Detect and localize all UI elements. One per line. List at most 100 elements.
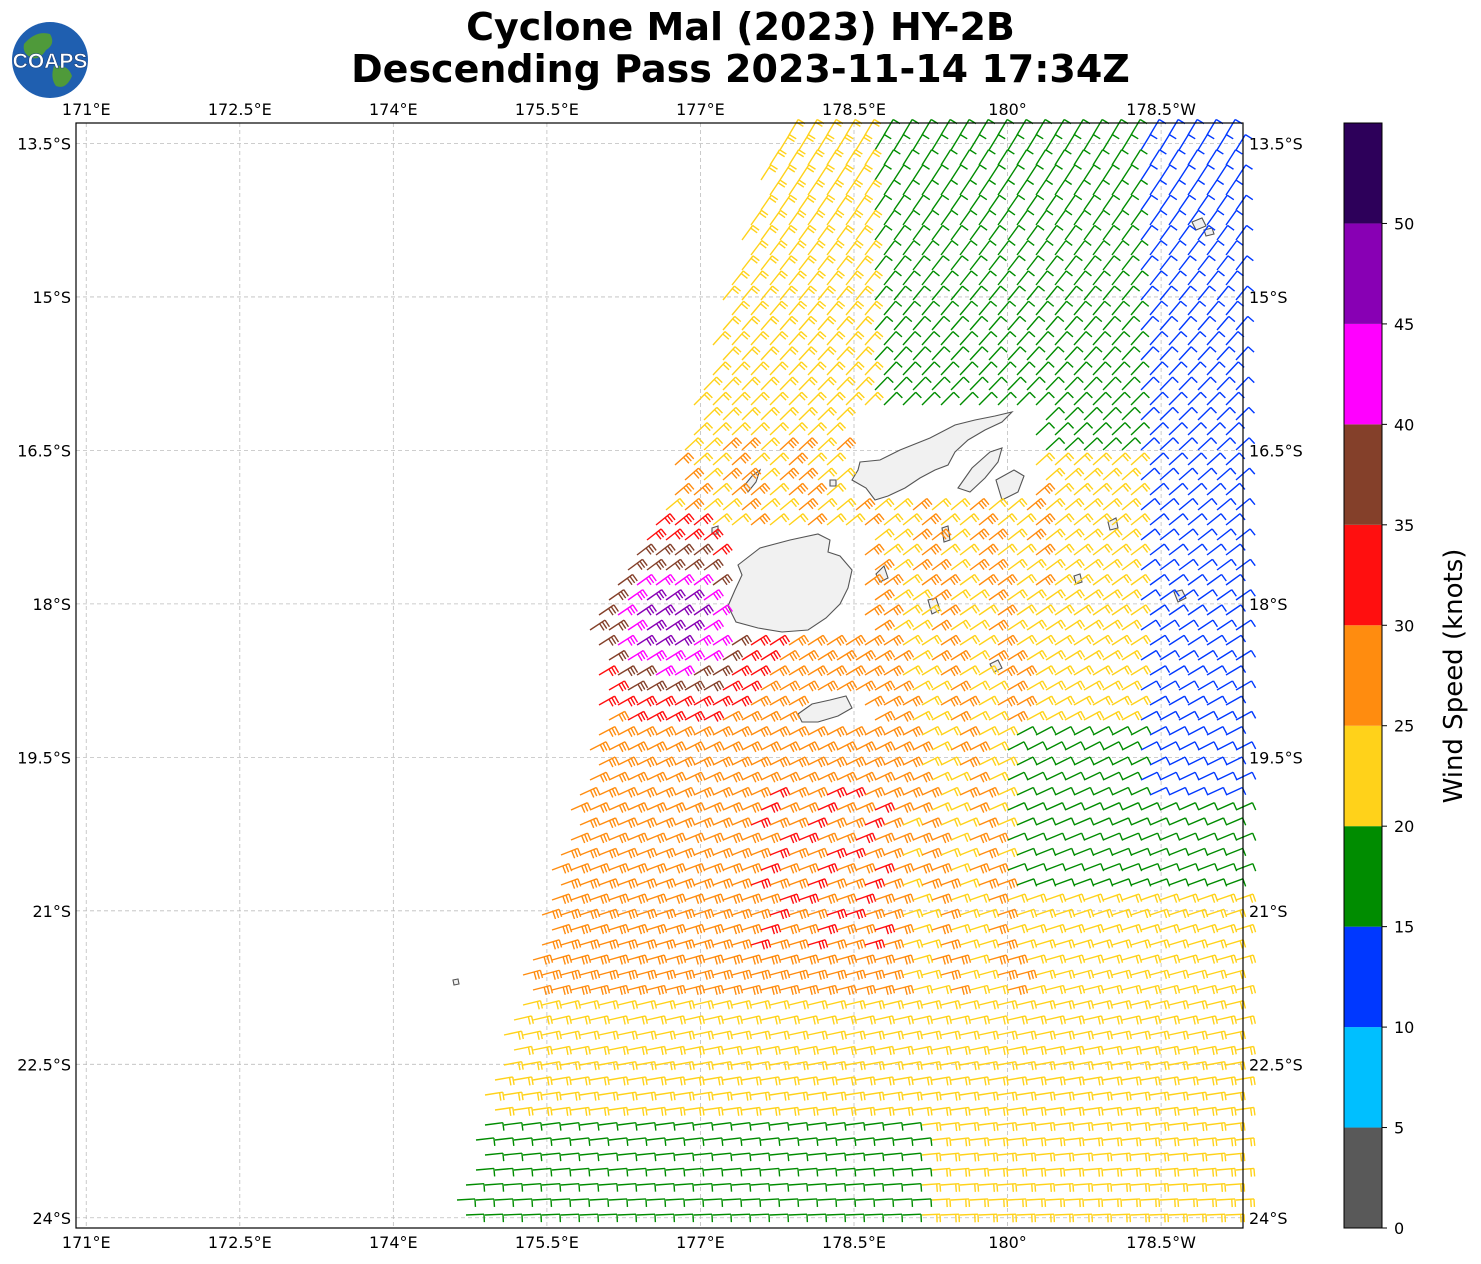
- wind-barb: [522, 969, 544, 980]
- wind-barb: [902, 817, 924, 827]
- wind-barb: [627, 862, 649, 874]
- wind-barb: [655, 939, 677, 950]
- wind-barb: [532, 1045, 553, 1056]
- wind-barb: [570, 1045, 591, 1056]
- wind-barb: [836, 741, 858, 753]
- wind-barb: [836, 1137, 857, 1146]
- wind-barb: [1054, 391, 1074, 406]
- wind-barb: [1178, 528, 1199, 541]
- wind-barb: [1140, 710, 1162, 721]
- wind-barb: [769, 1152, 790, 1162]
- wind-barb: [807, 391, 827, 406]
- wind-barb: [874, 649, 896, 662]
- wind-barb: [1235, 1076, 1256, 1086]
- wind-barb: [912, 589, 933, 601]
- wind-barb: [1235, 1198, 1256, 1208]
- wind-barb: [988, 194, 1007, 211]
- wind-barb: [665, 771, 687, 783]
- wind-barb: [1054, 118, 1072, 136]
- wind-barb: [931, 893, 953, 904]
- wind-barb: [817, 224, 836, 241]
- wind-barb: [1111, 817, 1133, 826]
- wind-barb: [826, 1152, 847, 1162]
- wind-barb: [855, 376, 875, 391]
- wind-barb: [1092, 179, 1111, 196]
- wind-barb: [646, 984, 668, 996]
- wind-barb: [769, 695, 791, 707]
- wind-barb: [617, 1213, 638, 1223]
- wind-barb: [1149, 725, 1171, 736]
- wind-barb: [665, 923, 687, 935]
- wind-barb: [760, 224, 779, 241]
- wind-barb: [1121, 1045, 1142, 1056]
- wind-barb: [893, 1045, 914, 1056]
- wind-barb: [836, 497, 857, 511]
- wind-barb: [1092, 513, 1113, 526]
- wind-barb: [1140, 1167, 1161, 1177]
- wind-barb: [902, 634, 924, 646]
- wind-barb: [893, 528, 914, 541]
- wind-barb: [1187, 939, 1209, 949]
- wind-barb: [788, 1121, 809, 1131]
- wind-barb: [1064, 771, 1086, 781]
- wind-barb: [807, 756, 829, 768]
- wind-barb: [921, 695, 943, 706]
- wind-barb: [1235, 315, 1255, 331]
- wind-barb: [1197, 224, 1216, 241]
- wind-barb: [959, 118, 977, 136]
- wind-barb: [788, 847, 810, 859]
- wind-barb: [779, 1137, 800, 1146]
- wind-barb: [1130, 179, 1149, 196]
- wind-barb: [864, 543, 885, 556]
- wind-barb: [988, 954, 1010, 965]
- wind-barb: [1178, 134, 1196, 151]
- wind-barb: [522, 1061, 543, 1071]
- wind-barb: [1149, 331, 1169, 346]
- wind-barb: [1111, 1030, 1132, 1040]
- wind-barb: [570, 832, 592, 844]
- wind-barb: [1064, 315, 1084, 331]
- wind-barb: [1054, 1030, 1075, 1040]
- wind-barb: [1206, 847, 1228, 857]
- wind-barb: [503, 1030, 524, 1040]
- wind-barb: [693, 1182, 714, 1192]
- wind-barb: [646, 528, 667, 541]
- wind-barb: [1007, 589, 1028, 601]
- wind-barb: [1140, 619, 1162, 631]
- wind-barb: [1007, 134, 1025, 151]
- wind-barb: [646, 954, 668, 965]
- wind-barb: [1149, 665, 1171, 676]
- wind-barb: [978, 1030, 999, 1040]
- wind-barb: [722, 710, 744, 722]
- wind-barb: [712, 604, 733, 616]
- wind-barb: [1083, 558, 1104, 571]
- wind-barb: [1111, 1182, 1132, 1192]
- wind-barb: [1092, 452, 1113, 466]
- wind-barb: [712, 695, 734, 707]
- wind-barb: [845, 878, 867, 889]
- wind-barb: [855, 285, 875, 301]
- wind-barb: [836, 1045, 857, 1056]
- wind-barb: [1092, 209, 1111, 226]
- wind-barb: [750, 1182, 771, 1192]
- wind-barb: [1083, 224, 1102, 241]
- wind-barb: [893, 680, 915, 692]
- wind-barb: [997, 969, 1019, 980]
- wind-barb: [826, 1091, 847, 1101]
- wind-barb: [579, 786, 601, 798]
- wind-barb: [864, 908, 886, 920]
- wind-barb: [1092, 665, 1114, 676]
- wind-barb: [969, 346, 989, 361]
- wind-barb: [693, 391, 713, 406]
- wind-barb: [1178, 1167, 1199, 1177]
- wind-barb: [1111, 543, 1132, 556]
- wind-barb: [541, 1182, 562, 1192]
- wind-barb: [532, 984, 554, 996]
- wind-barb: [484, 1152, 505, 1162]
- wind-barb: [1016, 149, 1034, 166]
- wind-barb: [921, 118, 939, 136]
- wind-barb: [874, 346, 894, 361]
- wind-barb: [684, 862, 706, 874]
- wind-barb: [902, 665, 924, 676]
- wind-barb: [1159, 589, 1180, 601]
